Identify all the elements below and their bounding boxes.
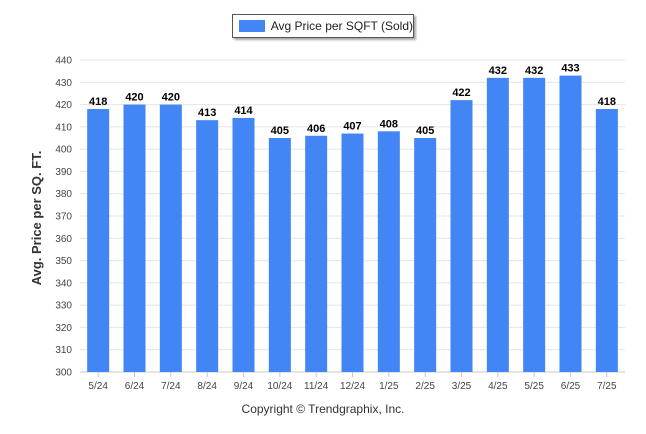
x-tick-label: 6/25 — [561, 381, 581, 392]
bar — [595, 109, 618, 373]
x-tick-label: 8/24 — [197, 381, 217, 392]
data-label: 420 — [162, 92, 180, 104]
bars — [87, 75, 618, 373]
y-tick-label: 370 — [55, 212, 72, 223]
data-label: 432 — [525, 65, 543, 77]
bar — [377, 131, 400, 372]
data-label: 418 — [89, 96, 107, 108]
data-labels: 418 420 420 413 414 405 406 407 408 405 422 432 432 4… — [89, 63, 616, 137]
legend: Avg Price per SQFT (Sold) — [232, 14, 414, 38]
y-tick-label: 340 — [55, 278, 72, 289]
data-label: 418 — [598, 96, 616, 108]
y-axis-title: Avg. Price per SQ. FT. — [29, 151, 44, 286]
y-tick-label: 390 — [55, 167, 72, 178]
legend-label: Avg Price per SQFT (Sold) — [270, 19, 413, 33]
bar — [268, 138, 291, 372]
x-tick-label: 6/24 — [125, 381, 145, 392]
y-tick-label: 360 — [55, 234, 72, 245]
y-tick-label: 380 — [55, 189, 72, 200]
y-axis-ticks: 300 310 320 330 340 350 360 370 380 390 400 410 420 4… — [55, 56, 72, 379]
y-tick-label: 320 — [55, 323, 72, 334]
copyright-text: Copyright © Trendgraphix, Inc. — [241, 402, 405, 416]
data-label: 405 — [416, 125, 434, 137]
x-tick-label: 2/25 — [415, 381, 435, 392]
data-label: 406 — [307, 123, 325, 135]
x-tick-label: 12/24 — [340, 381, 365, 392]
y-tick-label: 440 — [55, 56, 72, 67]
bar — [486, 77, 509, 372]
bar — [87, 109, 110, 373]
x-tick-label: 7/25 — [597, 381, 617, 392]
x-tick-label: 3/25 — [452, 381, 472, 392]
y-tick-label: 410 — [55, 122, 72, 133]
data-label: 414 — [234, 105, 253, 117]
x-tick-label: 9/24 — [234, 381, 254, 392]
x-tick-label: 7/24 — [161, 381, 181, 392]
data-label: 420 — [125, 92, 143, 104]
y-tick-label: 430 — [55, 78, 72, 89]
bar — [450, 100, 473, 372]
bar — [232, 117, 255, 372]
bar — [123, 104, 146, 373]
y-tick-label: 300 — [55, 368, 72, 379]
y-tick-label: 400 — [55, 145, 72, 156]
x-tick-label: 11/24 — [304, 381, 329, 392]
data-label: 408 — [380, 118, 398, 130]
bar — [159, 104, 182, 373]
y-tick-label: 350 — [55, 256, 72, 267]
bar — [523, 77, 546, 372]
x-tick-label: 5/25 — [524, 381, 544, 392]
x-axis-ticks: 5/24 6/24 7/24 8/24 9/24 10/24 11/24 12/24 1/25 2… — [88, 372, 617, 392]
y-tick-label: 420 — [55, 100, 72, 111]
data-label: 432 — [489, 65, 507, 77]
data-label: 413 — [198, 107, 216, 119]
data-label: 407 — [343, 121, 361, 133]
x-tick-label: 4/25 — [488, 381, 508, 392]
y-tick-label: 330 — [55, 301, 72, 312]
bar — [305, 135, 328, 372]
data-label: 433 — [561, 63, 579, 75]
x-tick-label: 1/25 — [379, 381, 399, 392]
bar — [341, 133, 364, 372]
bar — [196, 120, 219, 373]
legend-swatch — [239, 20, 265, 32]
y-tick-label: 310 — [55, 345, 72, 356]
bar — [559, 75, 582, 372]
data-label: 405 — [271, 125, 289, 137]
data-label: 422 — [452, 87, 470, 99]
x-tick-label: 5/24 — [88, 381, 108, 392]
bar — [414, 138, 437, 372]
x-tick-label: 10/24 — [267, 381, 292, 392]
